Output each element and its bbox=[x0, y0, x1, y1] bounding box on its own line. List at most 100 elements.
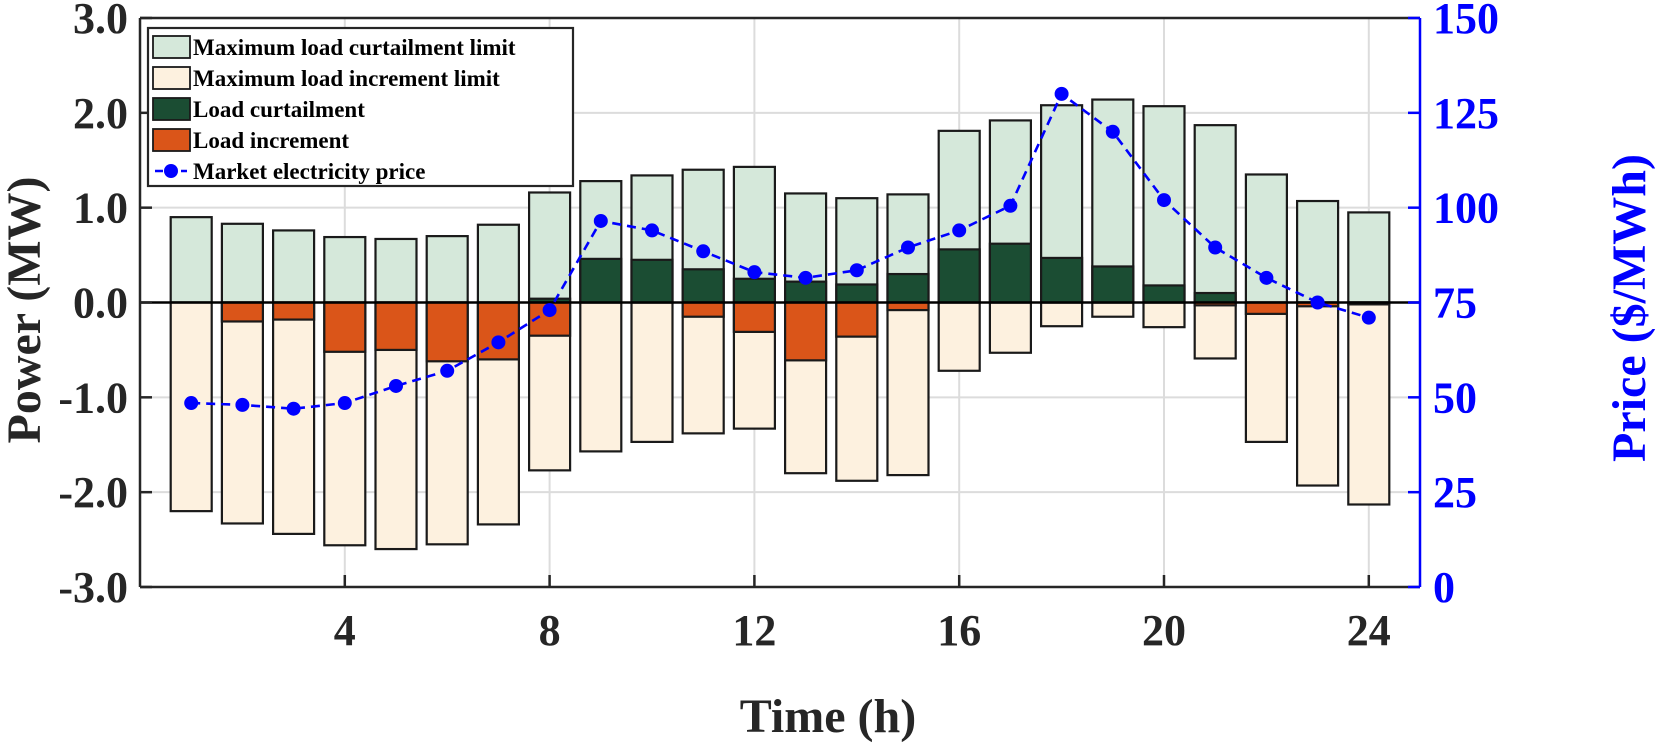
bar-max-increment-limit bbox=[630, 301, 674, 444]
y2-tick-label: 100 bbox=[1433, 184, 1499, 233]
bar-max-increment-limit bbox=[1091, 301, 1135, 318]
price-point bbox=[1157, 193, 1171, 208]
bar-max-curtailment-limit bbox=[220, 222, 264, 304]
y2-axis-label: Price ($/MWh) bbox=[1603, 154, 1656, 462]
bar-load-increment bbox=[835, 301, 879, 338]
legend-swatch bbox=[152, 66, 191, 90]
bar-load-curtailment bbox=[886, 272, 930, 304]
price-series-line bbox=[191, 91, 1370, 411]
bar-max-increment-limit bbox=[579, 301, 623, 453]
bar-max-curtailment-limit bbox=[1347, 211, 1391, 304]
price-point bbox=[645, 223, 659, 238]
bar-max-curtailment-limit bbox=[425, 235, 469, 304]
y-tick-label: -3.0 bbox=[58, 563, 128, 612]
price-point bbox=[235, 397, 250, 412]
price-point bbox=[1361, 310, 1376, 325]
bar-load-increment bbox=[374, 301, 418, 352]
price-point bbox=[1310, 295, 1325, 310]
price-point bbox=[593, 213, 608, 228]
bar-load-curtailment bbox=[681, 268, 725, 304]
bar-load-increment bbox=[732, 301, 777, 333]
x-tick-label: 24 bbox=[1347, 606, 1391, 655]
bar-load-increment bbox=[323, 301, 367, 353]
legend-load-increment: Load increment bbox=[193, 128, 349, 153]
x-tick-label: 12 bbox=[732, 606, 776, 655]
bar-load-curtailment bbox=[1142, 284, 1186, 304]
price-point bbox=[747, 265, 762, 280]
legend-market-price: Market electricity price bbox=[193, 159, 425, 184]
bar-load-curtailment bbox=[579, 257, 623, 304]
price-point bbox=[1003, 198, 1018, 213]
price-point bbox=[798, 270, 813, 285]
bar-max-increment-limit bbox=[1295, 301, 1340, 487]
bar-max-curtailment-limit bbox=[374, 237, 418, 304]
price-point bbox=[440, 363, 455, 378]
bar-load-curtailment bbox=[937, 248, 981, 304]
y2-tick-label: 50 bbox=[1433, 373, 1477, 422]
bar-max-increment-limit bbox=[1347, 301, 1391, 506]
x-tick-label: 16 bbox=[937, 606, 981, 655]
x-axis-label: Time (h) bbox=[740, 690, 916, 743]
legend-swatch-marker bbox=[164, 164, 178, 178]
x-tick-label: 4 bbox=[334, 606, 356, 655]
bar-max-increment-limit bbox=[220, 301, 264, 525]
axes: 4 8 12 16 20 24 -3.0 -2.0 -1.0 0.0 1.0 2.0 3.0 0 25 50 7… bbox=[58, 0, 1499, 655]
bar-load-increment bbox=[272, 301, 316, 321]
legend-max-increment-limit: Maximum load increment limit bbox=[193, 66, 500, 91]
bar-max-curtailment-limit bbox=[169, 216, 213, 304]
bar-load-increment bbox=[1244, 301, 1289, 315]
price-point bbox=[901, 240, 915, 255]
y-axis-label: Power (MW) bbox=[0, 177, 51, 444]
legend: Maximum load curtailment limit Maximum lo… bbox=[146, 26, 575, 188]
price-point bbox=[542, 303, 557, 318]
bar-max-curtailment-limit bbox=[1193, 124, 1237, 304]
price-point bbox=[389, 378, 403, 393]
price-point bbox=[184, 396, 199, 411]
price-point bbox=[1259, 270, 1274, 285]
legend-load-curtailment: Load curtailment bbox=[193, 97, 365, 122]
price-point bbox=[952, 223, 967, 238]
bar-load-curtailment bbox=[988, 242, 1033, 304]
price-point bbox=[849, 263, 864, 278]
y2-tick-label: 150 bbox=[1433, 0, 1499, 43]
bar-max-increment-limit bbox=[1039, 301, 1084, 328]
bar-max-increment-limit bbox=[886, 301, 930, 477]
bars bbox=[140, 98, 1420, 551]
legend-swatch bbox=[152, 128, 191, 152]
bar-max-curtailment-limit bbox=[476, 223, 520, 304]
y-tick-label: 0.0 bbox=[73, 279, 128, 328]
bar-load-increment bbox=[783, 301, 828, 362]
y2-tick-label: 125 bbox=[1433, 89, 1499, 138]
price-point bbox=[337, 396, 352, 411]
bar-max-increment-limit bbox=[272, 301, 316, 535]
bar-max-curtailment-limit bbox=[272, 229, 316, 304]
y-tick-label: -2.0 bbox=[58, 468, 128, 517]
x-tick-label: 20 bbox=[1142, 606, 1186, 655]
price-point bbox=[1208, 240, 1223, 255]
bar-load-increment bbox=[425, 301, 469, 363]
bar-max-increment-limit bbox=[681, 301, 725, 435]
y2-tick-label: 0 bbox=[1433, 563, 1455, 612]
bar-load-curtailment bbox=[1091, 265, 1135, 304]
bar-max-increment-limit bbox=[937, 301, 981, 372]
price-point bbox=[1054, 86, 1069, 101]
price-point bbox=[491, 335, 506, 350]
bar-load-increment bbox=[220, 301, 264, 323]
bar-load-curtailment bbox=[1193, 291, 1237, 304]
price-point bbox=[1105, 124, 1120, 139]
bar-max-curtailment-limit bbox=[323, 235, 367, 304]
bar-load-curtailment bbox=[835, 283, 879, 304]
x-tick-label: 8 bbox=[539, 606, 561, 655]
bar-max-increment-limit bbox=[1193, 301, 1237, 360]
bar-max-curtailment-limit bbox=[1295, 199, 1340, 304]
y-tick-label: 2.0 bbox=[73, 89, 128, 138]
bar-max-increment-limit bbox=[1142, 301, 1186, 329]
y-tick-label: 3.0 bbox=[73, 0, 128, 43]
y-tick-label: 1.0 bbox=[73, 184, 128, 233]
price-point bbox=[286, 401, 301, 416]
bar-max-increment-limit bbox=[988, 301, 1033, 354]
legend-max-curtailment-limit: Maximum load curtailment limit bbox=[193, 35, 516, 60]
bar-load-curtailment bbox=[1039, 256, 1084, 304]
price-line bbox=[184, 86, 1376, 416]
